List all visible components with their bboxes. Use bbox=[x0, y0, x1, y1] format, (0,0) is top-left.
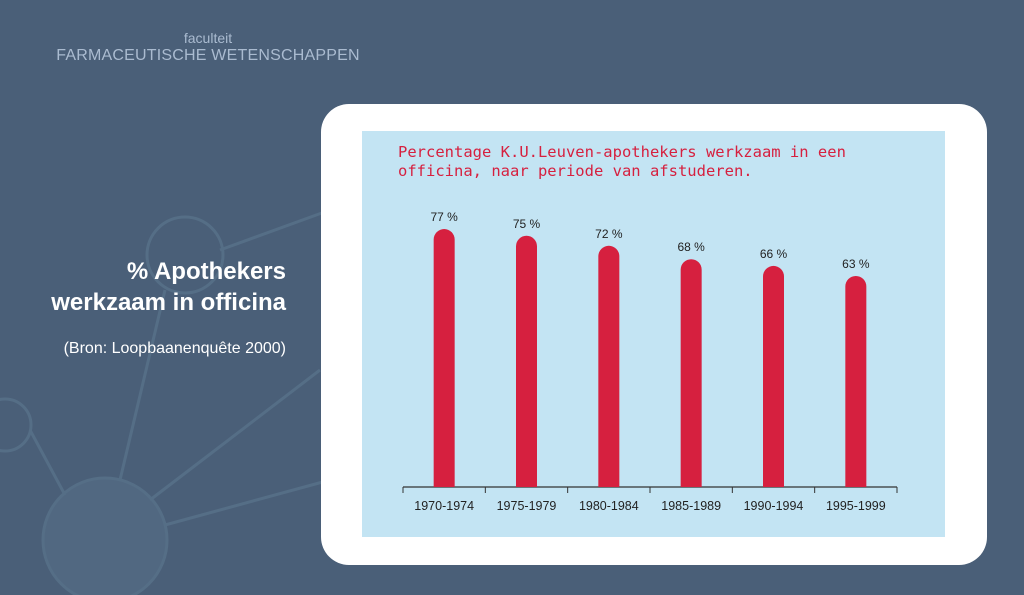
data-label: 72 % bbox=[595, 227, 623, 241]
bar-1990-1994 bbox=[763, 265, 784, 487]
chart-panel: Percentage K.U.Leuven-apothekers werkzaa… bbox=[362, 131, 945, 537]
bar-1985-1989 bbox=[680, 259, 702, 487]
bar-1975-1979 bbox=[516, 235, 537, 487]
data-label: 77 % bbox=[430, 210, 458, 224]
data-label: 66 % bbox=[760, 247, 788, 261]
faculty-label: faculteit bbox=[183, 30, 233, 46]
bar-1980-1984 bbox=[598, 245, 620, 487]
slide-title-line1: % Apothekers bbox=[126, 258, 286, 285]
data-label: 75 % bbox=[513, 217, 541, 231]
x-tick-label: 1995-1999 bbox=[826, 499, 886, 513]
x-tick-label: 1980-1984 bbox=[579, 499, 639, 513]
x-tick-label: 1970-1974 bbox=[414, 499, 474, 513]
data-label: 63 % bbox=[842, 257, 870, 271]
faculty-header: faculteit FARMACEUTISCHE WETENSCHAPPEN bbox=[36, 30, 380, 66]
bar-chart: 77 % 1970-1974 75 % 1975-1979 72 % 1980-1984 6… bbox=[402, 210, 898, 513]
faculty-name: FARMACEUTISCHE WETENSCHAPPEN bbox=[56, 47, 360, 64]
chart-title: Percentage K.U.Leuven-apothekers werkzaa… bbox=[398, 143, 846, 180]
slide-title-line2: werkzaam in officina bbox=[51, 289, 286, 316]
x-tick-label: 1990-1994 bbox=[744, 499, 804, 513]
bar-1995-1999 bbox=[845, 275, 867, 487]
slide-source: (Bron: Loopbaanenquête 2000) bbox=[63, 340, 286, 357]
x-tick-label: 1985-1989 bbox=[661, 499, 721, 513]
slide-title: % Apothekers werkzaam in officina bbox=[51, 256, 286, 318]
bar-1970-1974 bbox=[433, 229, 455, 488]
x-tick-label: 1975-1979 bbox=[497, 499, 557, 513]
data-label: 68 % bbox=[677, 240, 705, 254]
